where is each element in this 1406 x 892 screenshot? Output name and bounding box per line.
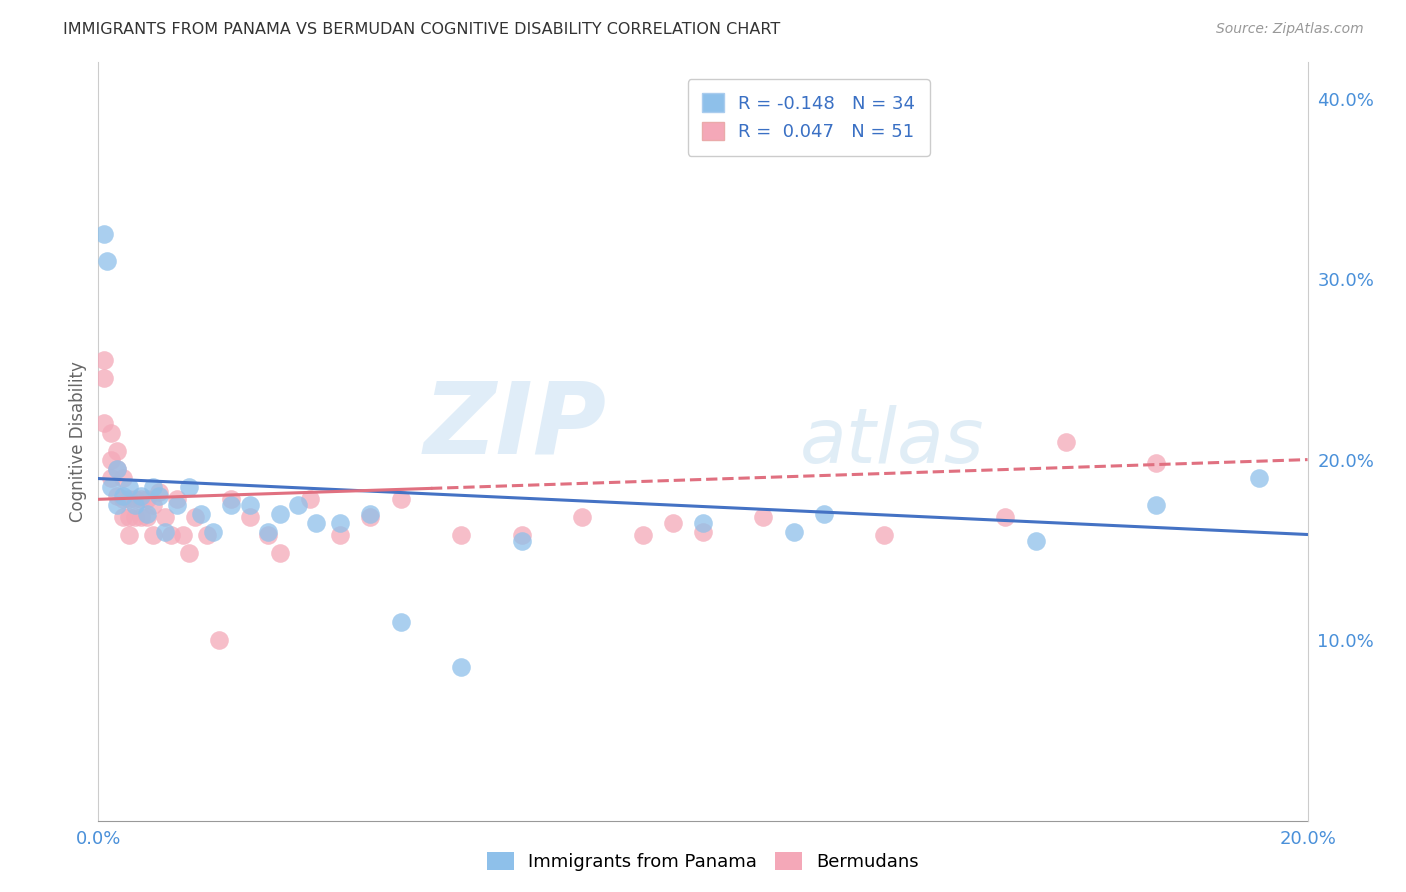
Point: [142, 480, 165, 494]
Point: [100, 480, 122, 494]
Point: [111, 510, 134, 524]
Point: [153, 524, 176, 539]
Point: [172, 528, 194, 542]
Text: IMMIGRANTS FROM PANAMA VS BERMUDAN COGNITIVE DISABILITY CORRELATION CHART: IMMIGRANTS FROM PANAMA VS BERMUDAN COGNI…: [63, 22, 780, 37]
Text: ZIP: ZIP: [423, 378, 606, 475]
Point: [994, 510, 1017, 524]
Point: [129, 510, 152, 524]
Point: [239, 510, 262, 524]
Point: [269, 507, 291, 521]
Point: [118, 528, 141, 542]
Point: [873, 528, 896, 542]
Point: [661, 516, 683, 530]
Point: [692, 516, 714, 530]
Point: [105, 489, 128, 503]
Point: [93, 353, 115, 368]
Point: [124, 498, 146, 512]
Legend: Immigrants from Panama, Bermudans: Immigrants from Panama, Bermudans: [479, 845, 927, 879]
Point: [208, 633, 231, 648]
Point: [118, 492, 141, 507]
Point: [813, 507, 835, 521]
Point: [148, 489, 170, 503]
Point: [135, 510, 157, 524]
Point: [1249, 470, 1271, 484]
Point: [221, 492, 243, 507]
Point: [118, 510, 141, 524]
Point: [142, 498, 165, 512]
Point: [631, 528, 654, 542]
Text: Source: ZipAtlas.com: Source: ZipAtlas.com: [1216, 22, 1364, 37]
Point: [450, 528, 472, 542]
Point: [105, 443, 128, 458]
Point: [305, 516, 328, 530]
Point: [221, 498, 243, 512]
Point: [111, 489, 134, 503]
Point: [360, 510, 382, 524]
Point: [202, 524, 225, 539]
Point: [256, 524, 278, 539]
Legend: R = -0.148   N = 34, R =  0.047   N = 51: R = -0.148 N = 34, R = 0.047 N = 51: [688, 79, 929, 156]
Point: [93, 227, 115, 241]
Point: [142, 528, 165, 542]
Point: [184, 510, 207, 524]
Point: [329, 528, 352, 542]
Point: [179, 480, 201, 494]
Point: [190, 507, 212, 521]
Point: [135, 492, 157, 507]
Point: [96, 254, 118, 268]
Point: [153, 510, 176, 524]
Point: [287, 498, 309, 512]
Point: [111, 492, 134, 507]
Point: [118, 480, 141, 494]
Point: [166, 498, 188, 512]
Point: [100, 452, 122, 467]
Point: [269, 546, 291, 560]
Point: [93, 371, 115, 385]
Point: [111, 470, 134, 484]
Point: [329, 516, 352, 530]
Point: [129, 492, 152, 507]
Point: [100, 470, 122, 484]
Point: [105, 498, 128, 512]
Point: [124, 492, 146, 507]
Point: [450, 660, 472, 674]
Point: [166, 492, 188, 507]
Point: [135, 507, 157, 521]
Point: [100, 425, 122, 440]
Point: [1024, 533, 1046, 548]
Point: [1054, 434, 1077, 449]
Point: [93, 417, 115, 431]
Point: [195, 528, 218, 542]
Point: [124, 510, 146, 524]
Point: [256, 528, 278, 542]
Point: [239, 498, 262, 512]
Point: [160, 528, 183, 542]
Text: atlas: atlas: [800, 405, 984, 478]
Point: [783, 524, 806, 539]
Point: [179, 546, 201, 560]
Point: [129, 489, 152, 503]
Point: [148, 485, 170, 500]
Point: [105, 461, 128, 475]
Point: [752, 510, 775, 524]
Point: [1144, 456, 1167, 470]
Point: [510, 533, 533, 548]
Point: [360, 507, 382, 521]
Point: [105, 461, 128, 475]
Point: [389, 615, 412, 629]
Point: [299, 492, 322, 507]
Point: [1144, 498, 1167, 512]
Point: [571, 510, 593, 524]
Y-axis label: Cognitive Disability: Cognitive Disability: [69, 361, 87, 522]
Point: [692, 524, 714, 539]
Point: [389, 492, 412, 507]
Point: [510, 528, 533, 542]
